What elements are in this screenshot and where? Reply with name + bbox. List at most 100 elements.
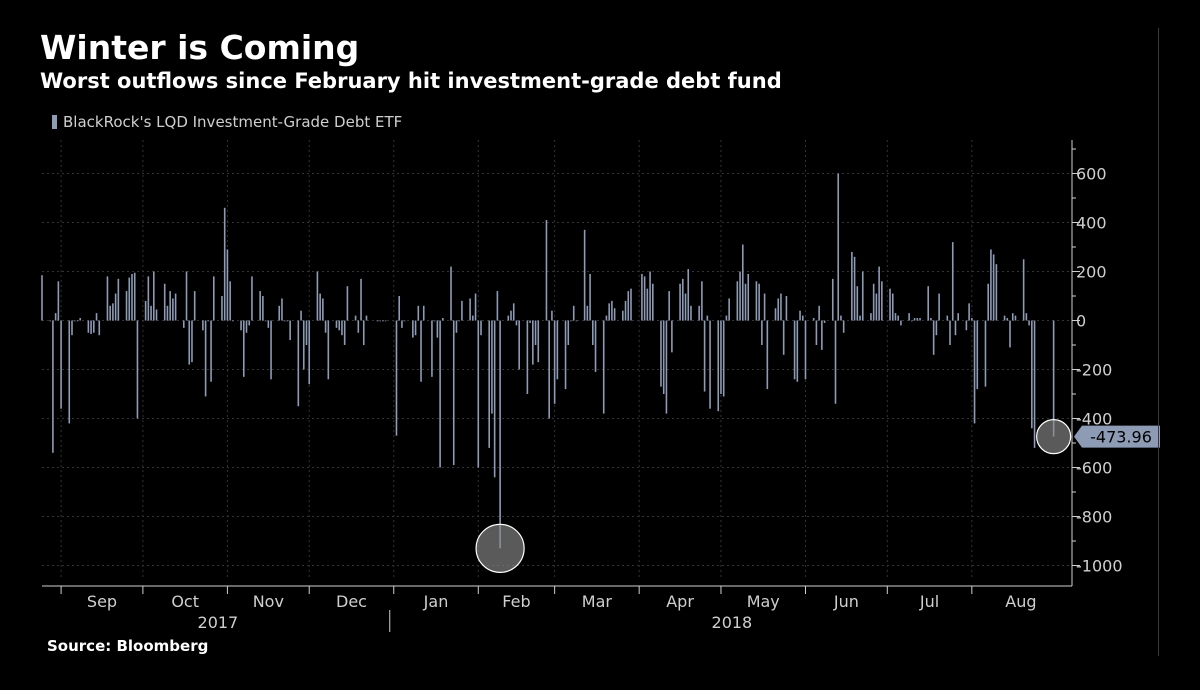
bar	[360, 278, 362, 321]
bar	[480, 320, 482, 336]
bar	[946, 315, 949, 321]
bar	[221, 296, 223, 321]
bar	[491, 320, 493, 414]
y-tick-label: -200	[1076, 361, 1112, 380]
bar	[71, 320, 73, 336]
bar	[1028, 320, 1030, 326]
bar	[815, 320, 818, 345]
bar	[831, 278, 834, 321]
bar	[395, 320, 398, 436]
bar	[278, 305, 281, 321]
bar	[474, 293, 477, 321]
x-year-label: 2018	[712, 613, 753, 632]
bar	[758, 283, 760, 321]
bar	[420, 320, 422, 382]
bar	[163, 283, 166, 321]
bar	[900, 320, 902, 326]
x-year-label: 2017	[198, 613, 239, 632]
bar	[592, 320, 594, 345]
bar	[1014, 315, 1017, 321]
bar	[376, 320, 379, 322]
bar	[916, 318, 919, 321]
bar	[570, 320, 572, 322]
bar	[782, 320, 785, 355]
bar	[622, 310, 624, 321]
bar	[911, 320, 913, 322]
bar	[152, 271, 155, 321]
bar	[984, 320, 987, 387]
bar	[398, 296, 401, 321]
last-value-callout: -473.96	[1074, 425, 1160, 448]
callout-value: -473.96	[1090, 428, 1152, 447]
bar	[191, 320, 193, 363]
bar	[668, 291, 670, 321]
bar	[128, 277, 131, 321]
bar	[240, 320, 242, 331]
x-month-label: Jun	[833, 592, 859, 611]
bar	[204, 320, 207, 397]
bar	[469, 298, 471, 321]
bar	[932, 320, 935, 355]
x-month-label: Apr	[666, 592, 694, 611]
bar	[488, 320, 490, 448]
bar	[452, 320, 455, 466]
y-tick-label: 0	[1076, 312, 1086, 331]
chart-title: Winter is Coming	[40, 28, 360, 67]
bar	[919, 318, 921, 321]
bar	[223, 207, 226, 321]
bar	[747, 273, 750, 321]
bar	[300, 310, 302, 321]
bar	[493, 320, 496, 478]
bar	[665, 320, 668, 414]
bar	[872, 283, 875, 321]
bar	[766, 320, 769, 390]
bar	[801, 315, 804, 321]
bar	[861, 271, 864, 321]
bar	[679, 283, 681, 321]
bar	[245, 320, 248, 333]
bar	[957, 313, 960, 321]
bar	[403, 320, 406, 322]
bar	[859, 315, 861, 321]
bar	[534, 320, 537, 345]
bar	[324, 320, 327, 333]
legend-swatch	[52, 115, 57, 129]
bar	[551, 310, 553, 321]
bar	[136, 320, 139, 419]
x-month-label: Nov	[253, 592, 284, 611]
bar	[624, 300, 627, 321]
bar	[897, 315, 900, 321]
bar	[455, 320, 458, 333]
bar	[499, 320, 501, 549]
bar	[382, 320, 384, 322]
bar	[232, 320, 234, 322]
bar	[150, 305, 152, 321]
bar	[889, 288, 891, 321]
bar	[837, 173, 840, 321]
bar	[185, 271, 188, 321]
bar	[1033, 320, 1036, 448]
bar	[305, 320, 308, 345]
bar	[777, 298, 780, 321]
bar	[207, 320, 210, 322]
bar	[57, 281, 60, 321]
bar	[780, 293, 782, 321]
bar	[515, 320, 518, 326]
bar	[144, 300, 147, 321]
bar	[968, 303, 970, 321]
legend: BlackRock's LQD Investment-Grade Debt ET…	[52, 113, 402, 131]
bar	[414, 320, 417, 336]
bar	[709, 320, 711, 409]
bar	[763, 293, 766, 321]
x-month-label: Sep	[87, 592, 117, 611]
bar	[701, 281, 703, 321]
bar	[442, 318, 444, 321]
bar	[87, 320, 90, 333]
bar	[76, 320, 79, 322]
bar	[575, 320, 578, 322]
bar	[878, 266, 880, 321]
bar	[589, 273, 591, 321]
bar	[461, 300, 463, 321]
bar	[518, 320, 520, 370]
bar	[379, 320, 381, 322]
